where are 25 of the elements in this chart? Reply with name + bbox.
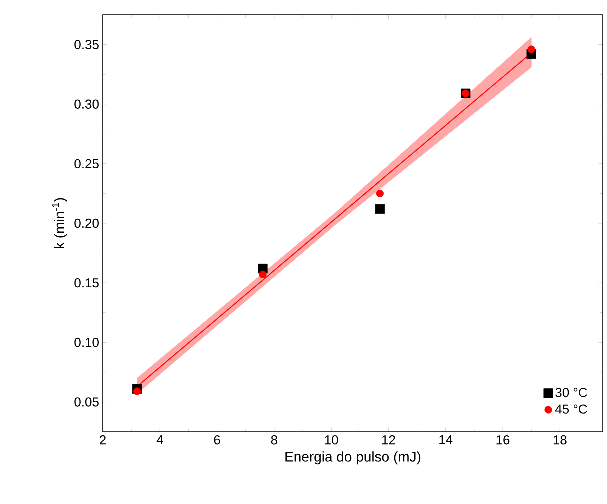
x-tick-label: 6 [214, 436, 220, 445]
y-tick-label: 0.20 [74, 218, 99, 228]
point [133, 388, 142, 396]
x-tick-label: 18 [554, 436, 567, 445]
x-tick-label: 2 [100, 436, 106, 445]
point [376, 190, 384, 198]
x-tick-label: 14 [440, 436, 453, 444]
x-tick-label: 8 [271, 436, 278, 445]
y-axis-title: k (min$^{-1}$) [52, 198, 68, 249]
point [259, 270, 267, 279]
x-axis-title: Energia do pulso (mJ) [286, 452, 421, 465]
y-tick-label: 0.10 [74, 338, 99, 348]
point [528, 46, 536, 54]
y-tick-label: 0.35 [74, 40, 99, 50]
x-tick-label: 12 [382, 436, 396, 445]
y-tick-label: 0.25 [74, 159, 99, 169]
legend-label: 30 °C [556, 388, 588, 398]
point [375, 204, 385, 214]
x-tick-label: 16 [496, 436, 510, 445]
legend-label: 45 °C [555, 404, 588, 414]
y-tick-label: 0.15 [74, 278, 99, 288]
y-tick-label: 0.05 [74, 398, 99, 407]
x-tick-label: 10 [325, 436, 338, 445]
y-tick-label: 0.30 [74, 100, 99, 109]
x-tick-label: 4 [156, 436, 164, 444]
